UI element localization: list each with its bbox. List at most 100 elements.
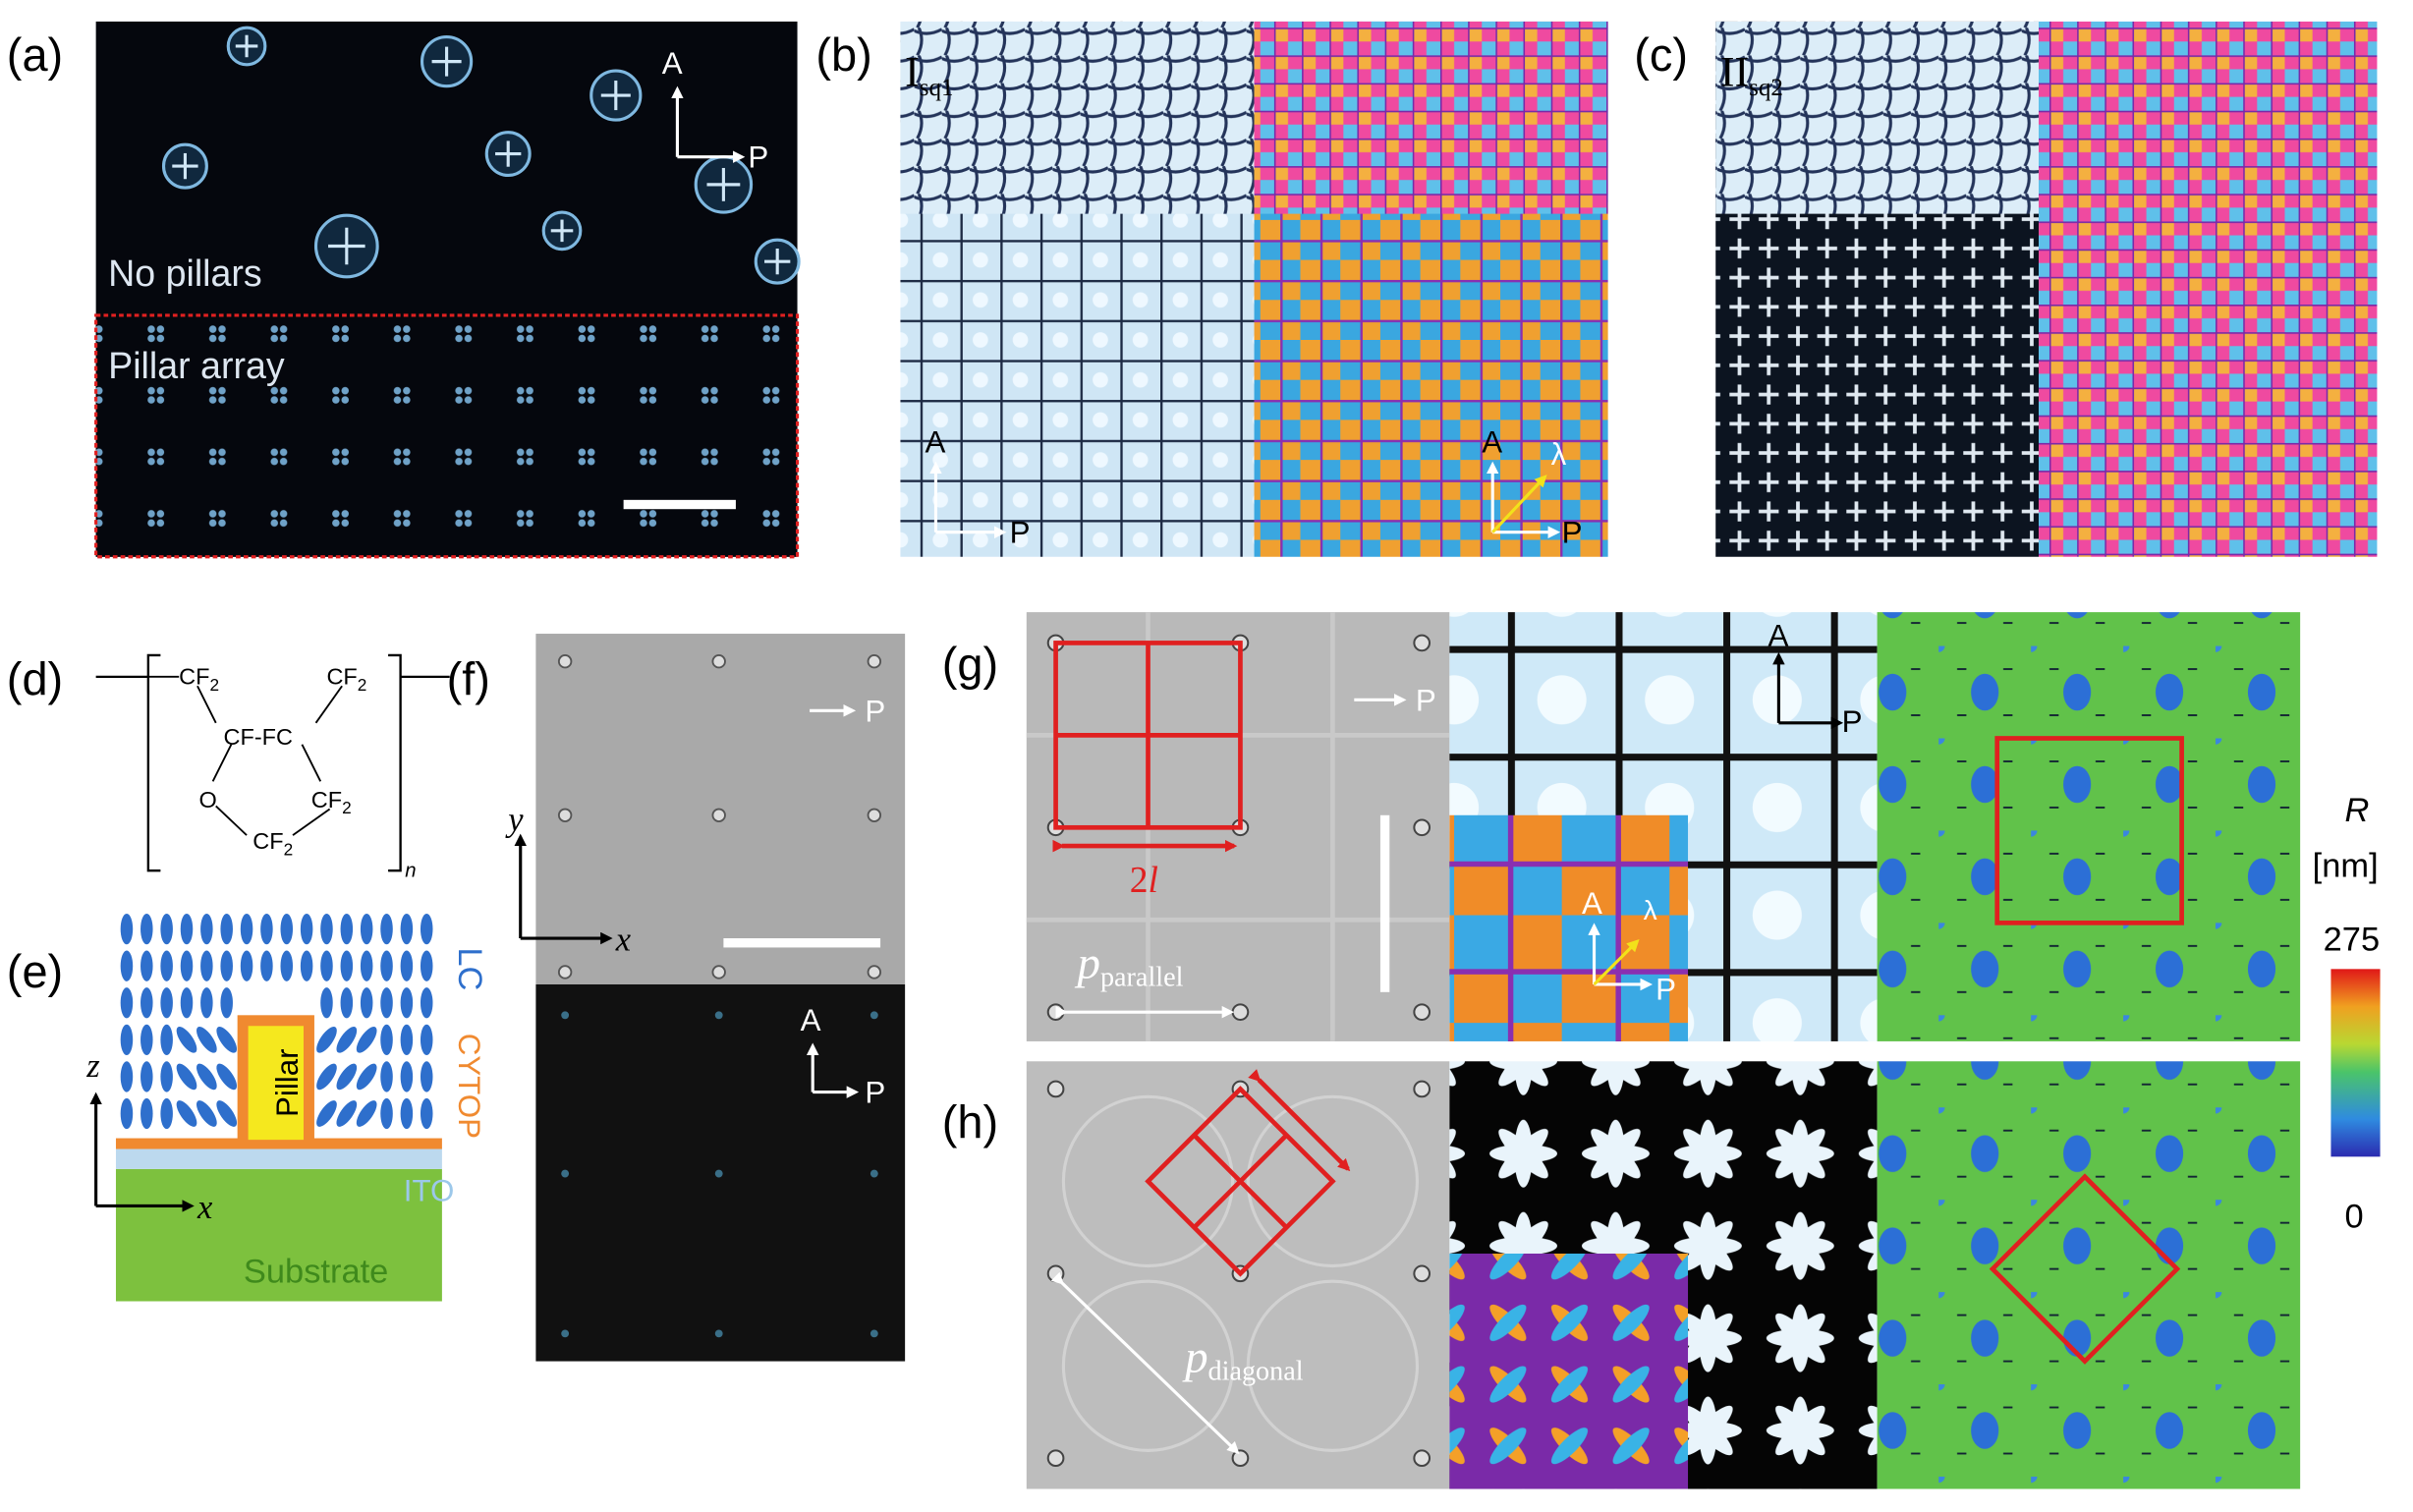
chemical-group: CF2	[326, 664, 366, 695]
scale-bar	[623, 499, 736, 510]
pillar-marker	[870, 1011, 878, 1020]
lc-molecule	[320, 913, 333, 945]
pillar-marker	[561, 1011, 570, 1020]
lc-molecule	[140, 987, 153, 1019]
polarizer-label: P	[1010, 516, 1031, 550]
lc-molecule	[216, 1063, 238, 1091]
image-region	[1449, 814, 1689, 1041]
lc-molecule	[380, 950, 393, 981]
lc-molecule	[420, 913, 433, 945]
lc-molecule	[420, 1061, 433, 1092]
pillar-marker	[711, 965, 726, 980]
lc-molecule	[340, 913, 354, 945]
unit-cell	[1994, 736, 2184, 925]
lc-molecule	[216, 1027, 238, 1053]
panel-label: (g)	[942, 638, 998, 690]
pillar-marker	[1413, 1080, 1431, 1098]
period-label-part: p	[1074, 938, 1099, 989]
chemical-group-part: CF-FC	[224, 724, 293, 750]
pillar-marker	[711, 654, 726, 669]
chemical-group-part: 2	[284, 839, 294, 859]
lc-molecule	[196, 1063, 217, 1091]
image-region	[2038, 21, 2378, 557]
lc-molecule	[420, 987, 433, 1019]
panel-label: (f)	[447, 653, 490, 705]
lc-molecule	[356, 1063, 377, 1091]
line	[314, 685, 343, 724]
line	[1050, 1271, 1240, 1455]
axis-label: z	[85, 1047, 99, 1085]
lc-molecule	[340, 950, 354, 981]
chemical-group: CF2	[311, 787, 352, 817]
lc-molecule	[120, 1024, 134, 1056]
lc-molecule	[360, 987, 373, 1019]
image-region	[900, 21, 1255, 214]
texture-label-part: II	[1720, 49, 1749, 96]
lc-molecule	[260, 913, 273, 945]
lc-molecule	[140, 913, 153, 945]
analyzer-label: A	[1582, 886, 1602, 921]
pillar-marker	[561, 1169, 570, 1178]
period-label-part: p	[1182, 1332, 1207, 1383]
layer-label: ITO	[404, 1174, 455, 1208]
panel-label: (b)	[815, 28, 871, 81]
lc-molecule	[320, 950, 333, 981]
polarizer-label: P	[865, 1076, 885, 1110]
lc-molecule	[120, 1061, 134, 1092]
lc-molecule	[316, 1027, 337, 1053]
lc-molecule	[380, 1097, 393, 1130]
lc-molecule	[336, 1063, 358, 1091]
pillar	[248, 1026, 304, 1141]
region-label: Pillar array	[108, 345, 285, 386]
lambda-label: λ	[1551, 437, 1567, 472]
line	[292, 808, 331, 836]
lc-molecule	[400, 1024, 414, 1056]
chemical-group-part: CF	[179, 664, 209, 690]
lc-molecule	[220, 950, 233, 981]
lc-molecule	[200, 950, 213, 981]
texture-label: IIsq2	[1720, 49, 1783, 101]
chemical-group-part: 2	[342, 798, 352, 817]
spacing-label-part: l	[1149, 861, 1158, 901]
pillar-label: Pillar	[270, 1048, 305, 1117]
layer-label: CYTOP	[452, 1034, 486, 1139]
lc-molecule	[320, 987, 333, 1019]
pillar-marker	[1046, 1264, 1065, 1283]
analyzer-label: A	[925, 424, 945, 459]
lc-molecule	[356, 1100, 377, 1127]
layer-label: LC	[451, 947, 488, 990]
line	[215, 805, 248, 836]
line	[211, 744, 233, 782]
period-label-part: diagonal	[1208, 1356, 1304, 1386]
lc-molecule	[336, 1100, 358, 1127]
lc-molecule	[220, 913, 233, 945]
lambda-label: λ	[1644, 894, 1657, 925]
lc-molecule	[176, 1027, 197, 1053]
pillar-marker	[1413, 1264, 1431, 1283]
lc-molecule	[176, 1063, 197, 1091]
region-label: No pillars	[108, 252, 262, 294]
lc-molecule	[316, 1063, 337, 1091]
pillar-marker	[1413, 634, 1431, 652]
polarizer-label: P	[748, 140, 768, 175]
colorbar-min: 0	[2345, 1198, 2364, 1235]
panel-label: (h)	[942, 1096, 998, 1148]
lc-molecule	[360, 950, 373, 981]
panel-label: (e)	[7, 945, 63, 997]
image-region	[1715, 21, 2039, 214]
period-label: pdiagonal	[1182, 1332, 1304, 1387]
lc-molecule	[140, 1097, 153, 1130]
lc-molecule	[160, 1024, 173, 1056]
lc-molecule	[400, 1097, 414, 1130]
pillar-marker	[1413, 1449, 1431, 1468]
lc-molecule	[420, 950, 433, 981]
pillar-marker	[557, 965, 573, 980]
spacing-label-part: 2	[1130, 861, 1149, 901]
pillar-marker	[711, 808, 726, 822]
panel-label: (d)	[7, 653, 63, 705]
polarizer-label: P	[1842, 704, 1863, 739]
unit-cell	[1989, 1173, 2181, 1365]
panel-label: (a)	[7, 28, 63, 81]
axis-label: y	[505, 801, 524, 838]
pillar-marker	[714, 1011, 723, 1020]
